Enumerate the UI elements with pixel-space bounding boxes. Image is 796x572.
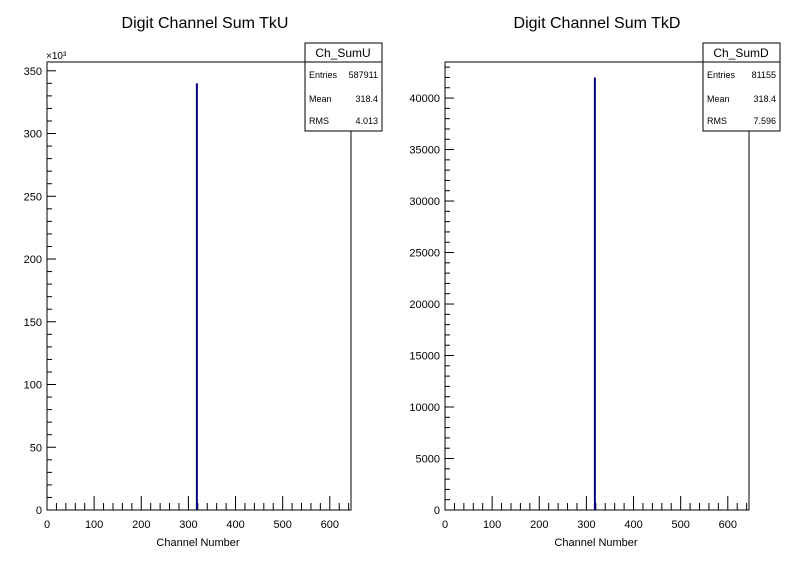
stats-box-left: Ch_SumU Entries 587911 Mean 318.4 RMS 4.… [304, 42, 383, 132]
stats-value-entries-left: 587911 [349, 70, 378, 80]
y-multiplier-left: ×10³ [46, 51, 67, 62]
pad-left: Digit Channel Sum TkU 0 100 200 300 400 500 60… [24, 15, 383, 549]
stats-label-entries-right: Entries [707, 70, 736, 80]
y-tick-label: 200 [24, 254, 42, 266]
x-tick-label: 300 [577, 519, 595, 531]
stats-name-right: Ch_SumD [713, 46, 769, 60]
y-tick-label: 40000 [409, 93, 440, 105]
x-tick-label: 100 [483, 519, 501, 531]
chart-title-left: Digit Channel Sum TkU [122, 15, 289, 32]
x-tick-label: 400 [226, 519, 244, 531]
y-tick-label: 150 [24, 317, 42, 329]
y-tick-label: 300 [24, 129, 42, 141]
y-tick-label: 35000 [409, 145, 440, 157]
x-tick-label: 400 [624, 519, 642, 531]
x-tick-label: 500 [273, 519, 291, 531]
stats-label-entries-left: Entries [309, 70, 338, 80]
x-tick-label: 0 [44, 519, 50, 531]
chart-title-right: Digit Channel Sum TkD [514, 15, 681, 32]
y-tick-label: 25000 [409, 248, 440, 260]
y-tick-label: 250 [24, 191, 42, 203]
x-tick-label: 600 [719, 519, 737, 531]
x-tick-label: 300 [179, 519, 197, 531]
axes-right: 0 100 200 300 400 500 600 0 5000 10000 15000 20000 2… [409, 66, 748, 531]
y-tick-label: 350 [24, 66, 42, 78]
y-tick-label: 0 [434, 505, 440, 517]
stats-value-mean-left: 318.4 [355, 94, 378, 104]
y-tick-label: 20000 [409, 299, 440, 311]
x-tick-label: 200 [530, 519, 548, 531]
axes-left: 0 100 200 300 400 500 600 0 50 100 150 200 250 300 350 [24, 66, 350, 531]
stats-value-rms-right: 7.596 [753, 116, 776, 126]
plot-frame-right [444, 61, 750, 511]
y-tick-label: 10000 [409, 402, 440, 414]
stats-label-mean-left: Mean [309, 94, 332, 104]
y-tick-label: 0 [36, 505, 42, 517]
plot-frame-left [46, 61, 352, 511]
y-tick-label: 50 [30, 442, 42, 454]
y-tick-label: 100 [24, 380, 42, 392]
y-tick-label: 5000 [416, 454, 440, 466]
x-tick-label: 500 [671, 519, 689, 531]
stats-label-mean-right: Mean [707, 94, 730, 104]
stats-value-mean-right: 318.4 [753, 94, 776, 104]
stats-name-left: Ch_SumU [315, 46, 370, 60]
x-axis-label-left: Channel Number [156, 537, 239, 549]
y-tick-label: 30000 [409, 196, 440, 208]
stats-value-entries-right: 81155 [752, 70, 776, 80]
x-tick-label: 200 [132, 519, 150, 531]
stats-box-right: Ch_SumD Entries 81155 Mean 318.4 RMS 7.5… [702, 42, 781, 132]
stats-label-rms-left: RMS [309, 116, 329, 126]
y-tick-label: 15000 [409, 351, 440, 363]
stats-label-rms-right: RMS [707, 116, 727, 126]
x-tick-label: 100 [85, 519, 103, 531]
x-axis-label-right: Channel Number [554, 537, 637, 549]
x-tick-label: 600 [321, 519, 339, 531]
x-tick-label: 0 [442, 519, 448, 531]
stats-value-rms-left: 4.013 [355, 116, 378, 126]
pad-right: Digit Channel Sum TkD 0 100 200 300 400 500 60… [409, 15, 781, 549]
